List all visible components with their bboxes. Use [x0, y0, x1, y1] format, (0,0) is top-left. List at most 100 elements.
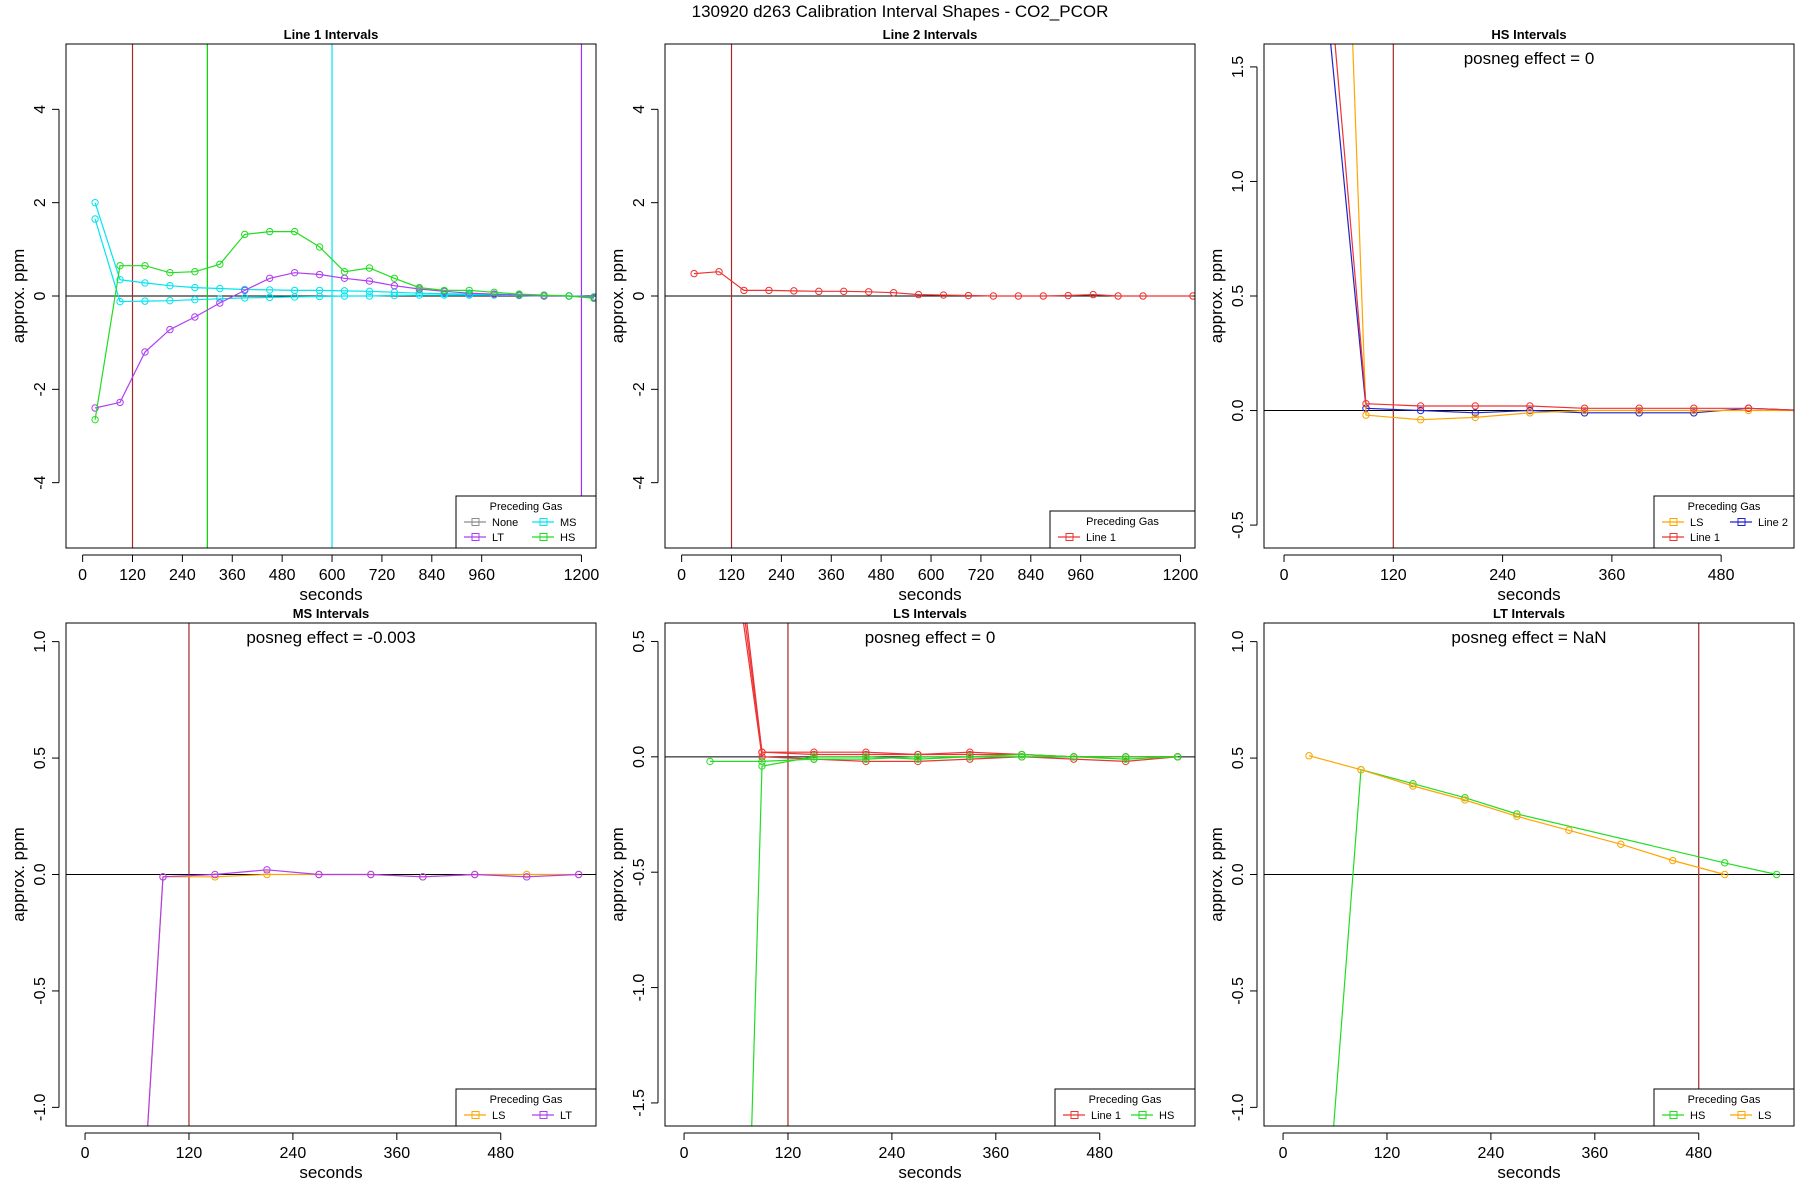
series-line [694, 271, 1193, 297]
x-tick-label: 120 [718, 567, 745, 584]
legend-item-label: LS [1758, 1110, 1771, 1122]
y-tick-label: 0.5 [32, 747, 49, 769]
data-point [1122, 755, 1130, 763]
panel-4: MS Intervals 0 120 240 360 480 seconds -1.0 -0.5… [9, 606, 597, 1182]
data-point [515, 290, 523, 298]
legend-title: Preceding Gas [1089, 1094, 1162, 1106]
x-tick-label: 0 [1280, 567, 1289, 584]
y-tick-label: -1.0 [631, 974, 648, 1002]
legend-item-label: MS [560, 517, 577, 529]
data-point [241, 294, 249, 302]
x-tick-label: 480 [487, 1145, 514, 1162]
data-point [216, 299, 224, 307]
data-point [1513, 810, 1521, 818]
x-tick-label: 600 [319, 567, 346, 584]
x-tick-label: 960 [1067, 567, 1094, 584]
legend-item-label: HS [1690, 1110, 1705, 1122]
data-point [523, 873, 531, 881]
x-tick-label: 0 [1279, 1145, 1288, 1162]
data-point [1018, 750, 1026, 759]
x-tick-label: 840 [1017, 567, 1044, 584]
legend-item-label: LT [492, 532, 504, 544]
data-point [810, 755, 818, 763]
data-point [265, 274, 274, 282]
x-tick-label: 960 [468, 567, 495, 584]
data-point [1409, 782, 1417, 790]
panel-title: Line 2 Intervals [883, 27, 978, 42]
y-tick-label: -4 [631, 475, 648, 489]
data-point [159, 873, 167, 881]
data-point [966, 753, 974, 761]
data-point [889, 289, 898, 297]
data-point [419, 873, 427, 881]
data-point [315, 243, 324, 251]
data-point [540, 291, 548, 299]
data-point [1526, 402, 1534, 410]
y-tick-label: -1.5 [631, 1089, 648, 1117]
y-tick-label: 0.0 [1230, 399, 1247, 421]
data-point [315, 870, 323, 879]
data-point [1014, 292, 1023, 300]
y-tick-label: 1.5 [1230, 56, 1247, 78]
data-point [141, 297, 149, 305]
data-point [191, 283, 199, 292]
data-point [914, 755, 922, 763]
data-point [1461, 793, 1469, 802]
legend: Preceding Gas LS Line 2 Line 1 [1653, 495, 1795, 549]
data-point [1189, 292, 1195, 300]
y-tick-label: 2 [32, 198, 49, 207]
x-axis-label: seconds [299, 1163, 362, 1182]
legend-swatch-marker [1065, 533, 1074, 541]
plot-frame [65, 43, 597, 549]
legend-title: Preceding Gas [490, 501, 563, 513]
data-point [1409, 779, 1417, 788]
y-axis-label: approx. ppm [9, 249, 28, 344]
data-point [1416, 406, 1425, 415]
legend-swatch-marker [539, 533, 548, 541]
legend: Preceding Gas None MS LT HS [455, 495, 597, 549]
x-tick-label: 720 [968, 567, 995, 584]
data-point [340, 292, 349, 300]
data-point [1018, 753, 1026, 761]
data-point [1070, 753, 1078, 761]
data-point [141, 261, 149, 270]
x-tick-label: 0 [677, 567, 686, 584]
y-tick-label: 0.5 [1230, 285, 1247, 307]
data-point [166, 296, 174, 305]
series-line [710, 756, 1178, 763]
plot-frame [1263, 622, 1795, 1127]
y-tick-label: 0.0 [32, 863, 49, 885]
y-tick-label: 2 [631, 198, 648, 207]
data-point [966, 755, 974, 763]
panel-3: HS Intervals 0 120 240 360 480 seconds -0.5 0.0 0… [1207, 27, 1795, 604]
data-point [1326, 29, 1332, 35]
data-point [523, 870, 531, 879]
plot-area [665, 44, 1195, 548]
data-point [758, 762, 766, 770]
data-point [765, 286, 773, 295]
legend-title: Preceding Gas [1688, 1094, 1761, 1106]
legend-swatch-marker [1138, 1111, 1147, 1119]
data-point [365, 277, 374, 285]
data-point [191, 296, 199, 304]
data-point [758, 757, 766, 766]
data-point [1114, 292, 1122, 300]
data-point [1305, 752, 1313, 760]
data-point [265, 286, 274, 294]
data-point [1122, 753, 1130, 761]
y-tick-label: 0.0 [1230, 863, 1247, 885]
x-tick-label: 240 [280, 1145, 307, 1162]
data-point [116, 398, 124, 407]
y-axis-label: approx. ppm [608, 827, 627, 922]
x-tick-label: 120 [176, 1145, 203, 1162]
data-point [116, 297, 124, 306]
x-tick-label: 840 [418, 567, 445, 584]
data-point [1416, 416, 1425, 424]
data-point [1635, 409, 1643, 417]
data-point [340, 287, 349, 295]
data-point [810, 748, 818, 756]
data-point [715, 268, 723, 276]
x-tick-label: 240 [879, 1145, 906, 1162]
legend-swatch-marker [1669, 518, 1678, 526]
data-point [471, 870, 479, 879]
